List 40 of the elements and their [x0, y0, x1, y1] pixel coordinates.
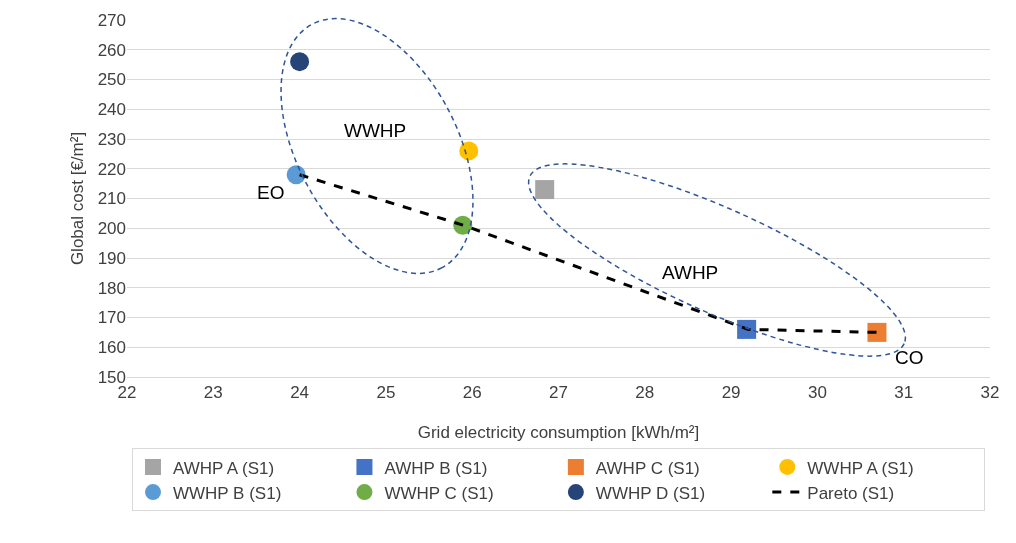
annotation: AWHP	[662, 262, 719, 283]
annotation: EO	[257, 182, 285, 203]
legend-label: AWHP B (S1)	[384, 458, 488, 478]
y-tick-label: 240	[97, 100, 126, 120]
x-axis-title: Grid electricity consumption [kWh/m²]	[417, 423, 700, 442]
point	[290, 52, 310, 72]
x-tick-label: 30	[807, 383, 827, 403]
point	[459, 141, 479, 161]
x-tick-label: 28	[635, 383, 655, 403]
y-tick-label: 190	[97, 248, 126, 268]
y-tick-label: 200	[97, 219, 126, 239]
x-tick-label: 27	[549, 383, 568, 403]
x-tick-label: 25	[376, 383, 396, 403]
legend-label: AWHP C (S1)	[595, 458, 700, 478]
point	[867, 322, 887, 342]
y-tick-label: 250	[97, 70, 126, 90]
y-tick-label: 220	[97, 159, 126, 179]
y-tick-label: 160	[97, 338, 126, 358]
legend-label: WWHP C (S1)	[384, 483, 494, 503]
y-tick-label: 230	[97, 129, 126, 149]
x-tick-label: 24	[290, 383, 310, 403]
y-tick-label: 210	[97, 189, 126, 209]
y-axis-title: Global cost [€/m²]	[68, 131, 87, 266]
y-tick-label: 270	[97, 10, 126, 30]
x-tick-label: 32	[980, 383, 1000, 403]
y-tick-label: 260	[97, 40, 126, 60]
y-tick-label: 180	[97, 278, 126, 298]
x-tick-label: 29	[721, 383, 741, 403]
legend-label: Pareto (S1)	[807, 483, 895, 503]
x-tick-label: 26	[462, 383, 482, 403]
legend-label: WWHP A (S1)	[807, 458, 914, 478]
annotation: CO	[895, 347, 924, 368]
y-tick-label: 170	[97, 308, 126, 328]
x-tick-label: 23	[203, 383, 223, 403]
legend-label: WWHP B (S1)	[173, 483, 282, 503]
x-tick-label: 31	[894, 383, 914, 403]
point	[535, 180, 555, 200]
legend-label: WWHP D (S1)	[595, 483, 706, 503]
annotation: WWHP	[344, 120, 407, 141]
legend-label: AWHP A (S1)	[173, 458, 275, 478]
